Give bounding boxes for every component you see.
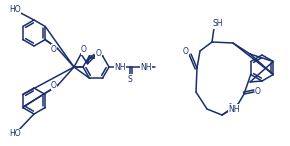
Text: O: O (96, 49, 101, 58)
Text: O: O (81, 46, 87, 54)
Text: NH: NH (228, 105, 240, 113)
Text: SH: SH (213, 20, 223, 28)
Text: O: O (51, 45, 57, 53)
Text: HO: HO (9, 130, 21, 139)
Text: O: O (51, 80, 57, 89)
Text: S: S (128, 74, 132, 84)
Text: O: O (183, 47, 189, 57)
Text: HO: HO (9, 6, 21, 14)
Text: O: O (255, 87, 261, 97)
Text: NH: NH (140, 62, 152, 72)
Text: NH: NH (114, 62, 126, 72)
